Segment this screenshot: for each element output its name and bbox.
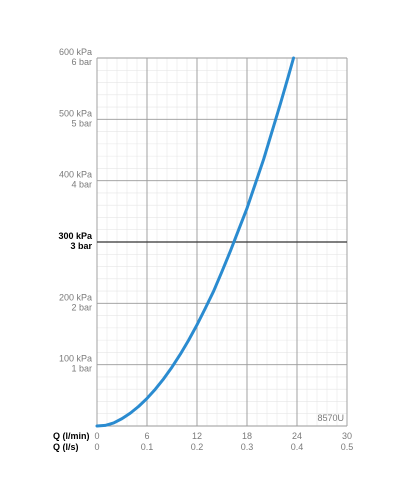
x-tick-label-ls: 0.3 bbox=[241, 442, 254, 452]
x-tick-label-ls: 0.2 bbox=[191, 442, 204, 452]
x-tick-label-ls: 0.4 bbox=[291, 442, 304, 452]
model-number-label: 8570U bbox=[317, 413, 344, 423]
x-axis-title-ls: Q (l/s) bbox=[53, 442, 79, 452]
x-tick-label-lmin: 12 bbox=[192, 431, 202, 441]
x-tick-label-lmin: 24 bbox=[292, 431, 302, 441]
x-tick-label-ls: 0.5 bbox=[341, 442, 354, 452]
x-axis-labels: 00 60.1 120.2 180.3 240.4 300.5 bbox=[94, 431, 353, 452]
x-tick-label-lmin: 30 bbox=[342, 431, 352, 441]
y-tick-label-kpa: 500 kPa bbox=[59, 108, 92, 118]
y-tick-label-bar: 1 bar bbox=[71, 364, 92, 374]
y-tick-label-kpa: 400 kPa bbox=[59, 170, 92, 180]
y-tick-label-bar: 5 bar bbox=[71, 118, 92, 128]
x-tick-label-lmin: 6 bbox=[144, 431, 149, 441]
y-tick-label-kpa: 100 kPa bbox=[59, 354, 92, 364]
y-tick-label-kpa: 200 kPa bbox=[59, 292, 92, 302]
chart-grid bbox=[96, 57, 348, 427]
y-tick-label-bar: 4 bar bbox=[71, 180, 92, 190]
y-tick-label-bar: 6 bar bbox=[71, 57, 92, 67]
x-tick-label-lmin: 0 bbox=[94, 431, 99, 441]
x-axis-title-lmin: Q (l/min) bbox=[53, 431, 90, 441]
y-tick-label-kpa: 600 kPa bbox=[59, 47, 92, 57]
series-line bbox=[95, 56, 296, 428]
y-tick-label-kpa: 300 kPa bbox=[58, 231, 93, 241]
x-tick-label-ls: 0.1 bbox=[141, 442, 154, 452]
y-tick-label-bar: 2 bar bbox=[71, 302, 92, 312]
x-tick-label-lmin: 18 bbox=[242, 431, 252, 441]
y-tick-label-bar: 3 bar bbox=[70, 241, 92, 251]
x-tick-label-ls: 0 bbox=[94, 442, 99, 452]
